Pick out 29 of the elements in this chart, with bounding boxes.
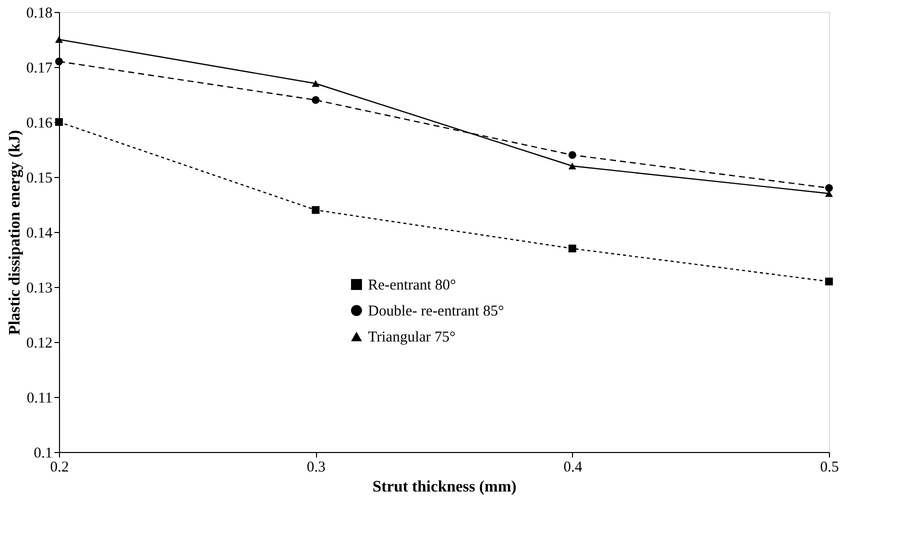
y-tick-label: 0.17 <box>26 60 53 76</box>
legend-label: Double- re-entrant 85° <box>368 304 504 320</box>
legend-label: Re-entrant 80° <box>368 278 456 294</box>
point <box>568 162 576 170</box>
y-tick-label: 0.1 <box>34 446 52 462</box>
x-tick-label: 0.5 <box>820 460 839 476</box>
y-tick-label: 0.11 <box>26 390 52 406</box>
point <box>312 80 320 87</box>
point <box>312 206 320 214</box>
y-tick-label: 0.14 <box>26 226 53 242</box>
y-tick-label: 0.18 <box>26 6 52 22</box>
y-tick-label: 0.15 <box>26 170 52 186</box>
y-tick-label: 0.12 <box>26 336 52 352</box>
point <box>568 151 576 159</box>
legend-label: Triangular 75° <box>368 330 456 346</box>
point <box>825 278 833 286</box>
y-tick-label: 0.13 <box>26 280 52 296</box>
y-tick-label: 0.16 <box>26 116 53 132</box>
x-tick-label: 0.2 <box>50 460 69 476</box>
point <box>312 96 320 104</box>
x-tick-label: 0.4 <box>563 460 583 476</box>
point <box>568 244 576 252</box>
point <box>825 184 833 192</box>
point <box>55 58 63 66</box>
y-axis-title: Plastic dissipation energy (kJ) <box>6 130 24 335</box>
x-tick-label: 0.3 <box>306 460 326 476</box>
point <box>55 118 63 126</box>
x-axis-title: Strut thickness (mm) <box>372 478 516 496</box>
point <box>55 36 63 43</box>
